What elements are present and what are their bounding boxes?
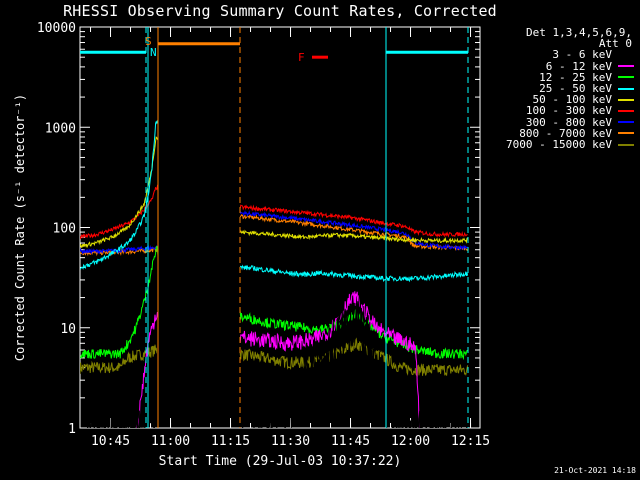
- x-tick-label: 11:00: [151, 434, 190, 449]
- series-line: [80, 119, 469, 283]
- x-tick-label: 12:00: [391, 434, 430, 449]
- legend-entry-label: 50 - 100 keV: [532, 93, 612, 107]
- legend-entry-label: 800 - 7000 keV: [519, 126, 612, 140]
- chart-title: RHESSI Observing Summary Count Rates, Co…: [63, 2, 497, 20]
- legend-entry-label: 25 - 50 keV: [539, 82, 612, 96]
- y-tick-label: 1000: [45, 121, 76, 136]
- legend-entry: 25 - 50 keV: [482, 83, 634, 94]
- legend-swatch: [618, 87, 634, 90]
- legend-entry-label: 3 - 6 keV: [552, 48, 612, 62]
- y-tick-label: 100: [53, 222, 76, 237]
- night-bar-label: N: [150, 46, 157, 59]
- timestamp: 21-Oct-2021 14:18: [554, 466, 636, 475]
- legend: Det 1,3,4,5,6,9, Att 0 3 - 6 keV 6 - 12 k…: [482, 27, 634, 150]
- y-axis-label: Corrected Count Rate (s⁻¹ detector⁻¹): [13, 94, 27, 361]
- legend-entry: 50 - 100 keV: [482, 94, 634, 105]
- flare-bar-label: F: [298, 51, 305, 64]
- legend-swatch: [618, 76, 634, 79]
- y-tick-label: 10000: [37, 21, 76, 36]
- saa-bar-label: S: [145, 35, 152, 48]
- legend-entry-label: 7000 - 15000 keV: [506, 138, 612, 152]
- series-line: [136, 291, 421, 428]
- x-tick-label: 11:15: [211, 434, 250, 449]
- y-tick-label: 1: [68, 422, 76, 437]
- legend-entry: 12 - 25 keV: [482, 72, 634, 83]
- legend-entry-label: 100 - 300 keV: [525, 104, 612, 118]
- legend-entry: 3 - 6 keV: [482, 48, 634, 62]
- legend-entry-label: 6 - 12 keV: [545, 59, 612, 73]
- legend-swatch: [618, 65, 634, 68]
- x-axis-label: Start Time (29-Jul-03 10:37:22): [158, 454, 402, 469]
- series-line: [80, 136, 468, 249]
- x-tick-label: 11:30: [271, 434, 310, 449]
- x-tick-label: 12:15: [451, 434, 490, 449]
- legend-entry-label: 300 - 800 keV: [525, 115, 612, 129]
- legend-swatch: [618, 98, 634, 101]
- x-tick-label: 10:45: [91, 434, 130, 449]
- legend-header-detectors: Det 1,3,4,5,6,9,: [526, 26, 632, 39]
- legend-entry: 6 - 12 keV: [482, 59, 634, 73]
- legend-header-attenuator: Att 0: [598, 37, 632, 51]
- legend-swatch: [618, 110, 634, 113]
- legend-swatch: [618, 132, 634, 135]
- series-line: [80, 210, 468, 255]
- series-line: [86, 285, 468, 428]
- legend-entry: 300 - 800 keV: [482, 115, 634, 129]
- x-tick-label: 11:45: [331, 434, 370, 449]
- legend-entry: 100 - 300 keV: [482, 104, 634, 118]
- y-tick-label: 10: [60, 322, 76, 337]
- legend-swatch: [618, 143, 634, 146]
- legend-entry-label: 12 - 25 keV: [539, 70, 612, 84]
- legend-entry: 7000 - 15000 keV: [482, 139, 634, 150]
- legend-swatch: [618, 53, 634, 57]
- legend-swatch: [618, 121, 634, 124]
- legend-entry: 800 - 7000 keV: [482, 128, 634, 139]
